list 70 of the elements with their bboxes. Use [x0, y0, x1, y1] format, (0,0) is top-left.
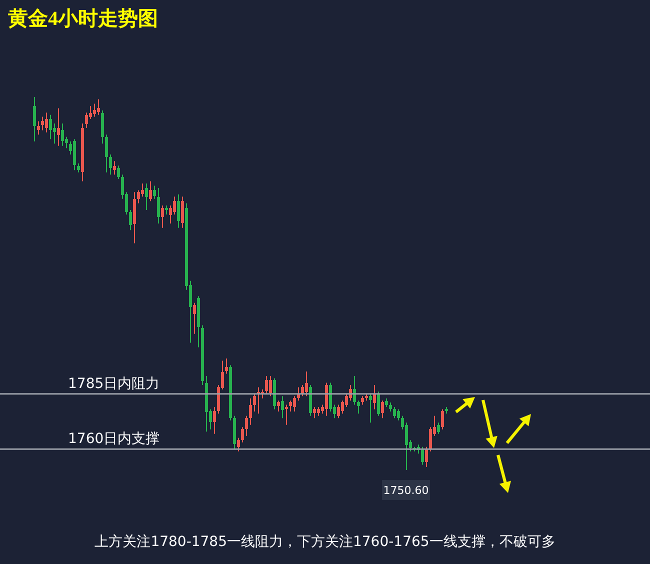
candlestick: [149, 180, 152, 202]
candlestick: [341, 400, 344, 414]
text: 上方关注1780-1785一线阻力，下方关注1760-1765一线支撑，不破可多: [94, 534, 556, 550]
ref-line-label: 1760日内支撑: [68, 431, 160, 448]
candlestick: [329, 382, 332, 412]
candlestick: [73, 138, 76, 171]
candlestick: [117, 165, 120, 180]
candlestick: [289, 400, 292, 412]
candlestick: [441, 408, 444, 430]
candlestick: [337, 404, 340, 419]
candlestick: [425, 446, 428, 468]
candlestick: [37, 120, 40, 136]
candlestick: [61, 122, 64, 146]
candlestick: [49, 114, 52, 140]
candlestick: [265, 376, 268, 394]
candlestick: [173, 196, 176, 215]
candlestick: [169, 205, 172, 224]
candlestick: [369, 393, 372, 424]
candlestick: [109, 154, 112, 176]
candlestick: [137, 190, 140, 204]
annotation: 1750.60: [383, 484, 429, 497]
candlestick: [97, 98, 100, 116]
candlestick: [33, 96, 36, 142]
candlestick: [213, 406, 216, 434]
candlestick: [285, 404, 288, 426]
candlestick: [345, 393, 348, 408]
candlestick: [161, 205, 164, 228]
candlestick: [153, 185, 156, 200]
candlestick: [373, 384, 376, 410]
candlestick: [89, 105, 92, 120]
candlestick: [101, 110, 104, 144]
candlestick: [357, 400, 360, 414]
candlestick: [245, 415, 248, 437]
candlestick: [45, 112, 48, 133]
candlestick: [85, 112, 88, 128]
candlestick: [429, 426, 432, 452]
candlestick: [193, 302, 196, 334]
candlestick: [381, 400, 384, 419]
candlestick: [225, 358, 228, 374]
candlestick: [241, 426, 244, 443]
candlestick: [57, 108, 60, 146]
candlestick: [377, 391, 380, 416]
candlestick: [249, 398, 252, 426]
candlestick: [305, 371, 308, 397]
candlestick: [157, 188, 160, 224]
candlestick: [437, 422, 440, 434]
candlestick: [277, 400, 280, 412]
candlestick: [281, 396, 284, 419]
candlestick: [93, 103, 96, 118]
candlestick: [141, 183, 144, 198]
candlestick: [421, 446, 424, 466]
candlestick: [397, 408, 400, 421]
candlestick: [393, 406, 396, 419]
candlestick: [113, 160, 116, 176]
candlestick: [181, 196, 184, 228]
candlestick: [145, 183, 148, 211]
candlestick: [253, 393, 256, 412]
candlestick: [237, 437, 240, 452]
candlestick: [269, 376, 272, 397]
candlestick: [177, 194, 180, 228]
candlestick: [105, 134, 108, 173]
candlestick: [41, 116, 44, 131]
candlestick: [293, 396, 296, 412]
candlestick: [313, 406, 316, 419]
candlestick: [129, 210, 132, 231]
ref-line-label: 1785日内阻力: [68, 376, 160, 392]
candlestick: [405, 422, 408, 470]
chart-title: 黄金4小时走势图: [7, 8, 158, 30]
candlestick: [325, 382, 328, 416]
candlestick: [53, 122, 56, 144]
